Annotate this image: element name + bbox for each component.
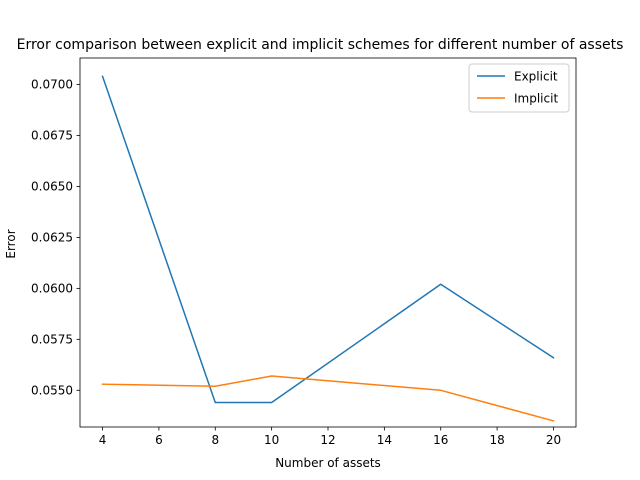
- series-line-implicit: [101, 375, 555, 422]
- y-tick-label: 0.0675: [31, 128, 73, 142]
- legend-label-explicit: Explicit: [514, 70, 558, 84]
- x-tick-label: 4: [99, 433, 107, 447]
- series-line-explicit: [101, 75, 555, 404]
- x-tick-label: 14: [377, 433, 392, 447]
- y-tick-label: 0.0575: [31, 332, 73, 346]
- axes-frame: [79, 57, 577, 428]
- x-tick-label: 10: [264, 433, 279, 447]
- x-tick-label: 8: [211, 433, 219, 447]
- x-tick-label: 18: [489, 433, 504, 447]
- y-tick-label: 0.0650: [31, 179, 73, 193]
- x-axis-label: Number of assets: [275, 456, 381, 470]
- x-tick-label: 12: [320, 433, 335, 447]
- legend: Explicit Implicit: [468, 63, 570, 113]
- x-tick-label: 16: [433, 433, 448, 447]
- x-tick-label: 20: [546, 433, 561, 447]
- legend-label-implicit: Implicit: [514, 92, 558, 106]
- y-tick-label: 0.0600: [31, 281, 73, 295]
- x-tick-label: 6: [155, 433, 163, 447]
- y-tick-label: 0.0550: [31, 383, 73, 397]
- y-axis-label: Error: [4, 229, 18, 258]
- y-tick-label: 0.0625: [31, 230, 73, 244]
- plot-area: 4 6 8 10 12 14 16 18 20 0.0550 0.0575 0.0600 0.0625 0…: [31, 57, 577, 447]
- chart-title: Error comparison between explicit and im…: [17, 37, 624, 53]
- y-tick-label: 0.0700: [31, 78, 73, 92]
